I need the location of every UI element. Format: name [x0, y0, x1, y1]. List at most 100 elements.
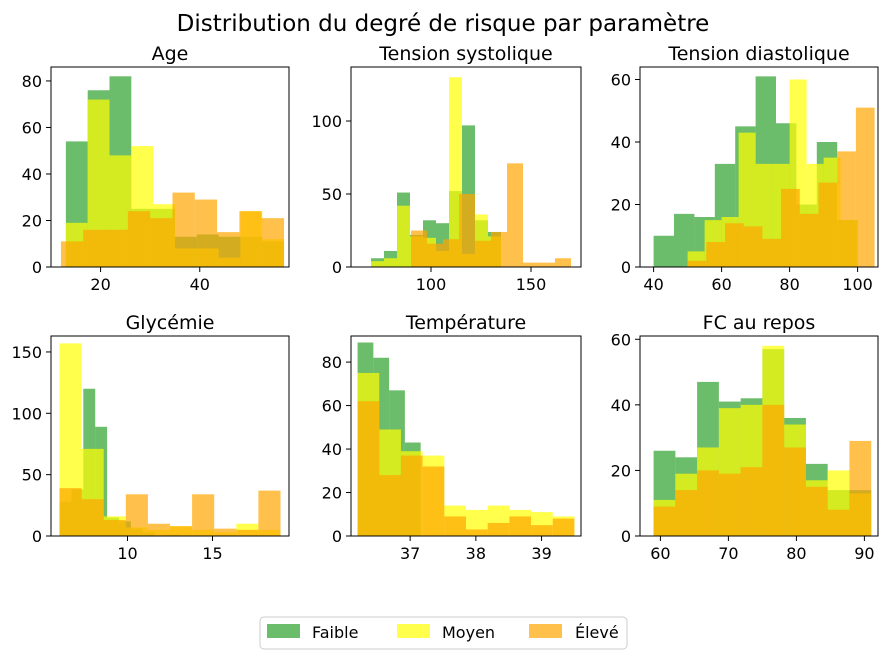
- y-tick-label: 150: [11, 343, 42, 362]
- bar-eleve: [653, 506, 676, 536]
- y-tick-label: 60: [322, 397, 342, 416]
- bar-eleve: [379, 475, 401, 536]
- bar-eleve: [357, 401, 380, 536]
- bar-eleve: [818, 182, 838, 267]
- bar-eleve: [214, 528, 237, 536]
- axes-frame: [350, 335, 582, 537]
- bar-eleve: [706, 242, 725, 267]
- bar-eleve: [172, 192, 195, 267]
- bar-eleve: [192, 494, 215, 536]
- bar-moyen: [59, 343, 82, 536]
- bar-eleve: [697, 470, 719, 536]
- y-tick-label: 0: [332, 258, 342, 277]
- bar-eleve: [466, 529, 488, 536]
- x-tick-label: 40: [190, 275, 210, 294]
- bar-moyen: [371, 261, 384, 267]
- axes-frame: [50, 66, 290, 268]
- panel-title: Température: [405, 312, 526, 334]
- panel-title: FC au repos: [703, 312, 816, 334]
- legend-swatch-moyen: [397, 624, 430, 638]
- bar-eleve: [400, 455, 423, 536]
- bar-moyen: [384, 258, 397, 267]
- bar-eleve: [725, 223, 744, 267]
- bar-eleve: [552, 518, 575, 536]
- axes-frame: [639, 66, 879, 268]
- legend-label-faible: Faible: [312, 623, 358, 642]
- y-tick-label: 20: [22, 211, 42, 230]
- x-tick-label: 20: [90, 275, 110, 294]
- panel-tension-diastolique: Tension diastolique 40 60 80 100 0 20 40 60: [611, 43, 879, 294]
- legend-label-eleve: Élevé: [575, 623, 619, 642]
- y-tick-label: 0: [621, 258, 631, 277]
- bar-eleve: [555, 258, 571, 267]
- bar-moyen: [397, 205, 410, 267]
- axes-frame: [350, 66, 582, 268]
- bar-eleve: [239, 211, 262, 267]
- legend-label-moyen: Moyen: [442, 623, 495, 642]
- y-tick-label: 60: [611, 330, 631, 349]
- bar-eleve: [805, 486, 828, 536]
- bar-eleve: [459, 194, 475, 267]
- panel-title: Age: [152, 43, 189, 65]
- bar-eleve: [258, 490, 281, 536]
- x-tick-label: 80: [779, 275, 799, 294]
- y-tick-label: 60: [611, 71, 631, 90]
- figure-suptitle: Distribution du degré de risque par para…: [177, 11, 710, 37]
- bar-eleve: [827, 509, 850, 536]
- bar-eleve: [507, 163, 523, 267]
- x-tick-label: 100: [842, 275, 873, 294]
- x-tick-label: 39: [531, 544, 551, 563]
- bar-eleve: [125, 494, 148, 536]
- bar-eleve: [150, 218, 173, 267]
- y-tick-label: 20: [322, 484, 342, 503]
- bar-eleve: [762, 238, 782, 267]
- x-tick-label: 80: [786, 544, 806, 563]
- x-tick-label: 10: [117, 544, 137, 563]
- bar-eleve: [170, 526, 193, 536]
- x-tick-label: 150: [516, 275, 547, 294]
- bar-eleve: [509, 516, 532, 536]
- bar-eleve: [83, 229, 106, 267]
- panel-age: Age 20 40 0 20 40 60 80: [22, 43, 290, 294]
- bar-eleve: [427, 243, 443, 267]
- y-tick-label: 40: [611, 133, 631, 152]
- y-tick-label: 80: [322, 353, 342, 372]
- panel-title: Tension systolique: [378, 43, 552, 65]
- y-tick-label: 60: [22, 118, 42, 137]
- bar-eleve: [475, 240, 491, 267]
- bar-moyen: [449, 77, 462, 267]
- bar-eleve: [81, 499, 104, 536]
- bar-eleve: [217, 232, 240, 267]
- bar-eleve: [523, 262, 539, 267]
- bar-eleve: [443, 239, 459, 267]
- bar-eleve: [147, 523, 170, 536]
- bar-eleve: [491, 231, 507, 267]
- bar-eleve: [422, 466, 445, 536]
- x-tick-label: 60: [711, 275, 731, 294]
- x-tick-label: 90: [854, 544, 874, 563]
- bar-eleve: [837, 151, 856, 267]
- legend-swatch-eleve: [529, 624, 562, 638]
- y-tick-label: 0: [32, 527, 42, 546]
- axes-frame: [639, 335, 879, 537]
- y-tick-label: 40: [322, 440, 342, 459]
- bar-eleve: [855, 107, 875, 267]
- y-tick-label: 50: [22, 466, 42, 485]
- y-tick-label: 20: [611, 461, 631, 480]
- x-tick-label: 15: [202, 544, 222, 563]
- y-tick-label: 80: [22, 72, 42, 91]
- axes-frame: [50, 335, 290, 537]
- bar-eleve: [487, 522, 510, 536]
- panel-title: Tension diastolique: [667, 43, 849, 65]
- legend-swatch-faible: [267, 624, 300, 638]
- bar-eleve: [59, 488, 82, 536]
- bar-eleve: [799, 213, 819, 267]
- bar-eleve: [762, 404, 785, 536]
- bar-eleve: [411, 230, 427, 267]
- bar-eleve: [675, 490, 698, 536]
- bar-eleve: [743, 226, 763, 267]
- bar-eleve: [60, 241, 84, 267]
